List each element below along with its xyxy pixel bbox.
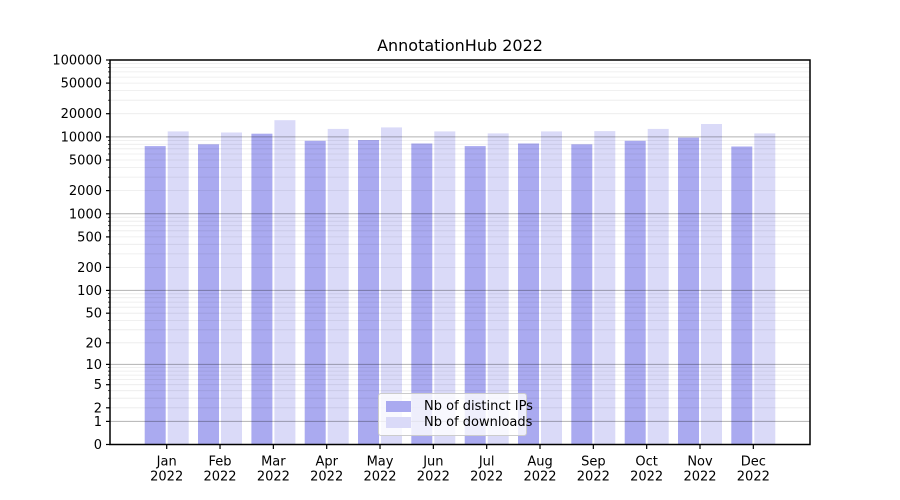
x-tick-label-year: 2022 <box>203 470 236 485</box>
bars <box>144 120 776 445</box>
x-tick-label-month: Aug <box>527 455 552 470</box>
legend-label-distinct-ips: Nb of distinct IPs <box>424 398 533 414</box>
x-tick-label-month: Jan <box>156 455 177 470</box>
chart-title: AnnotationHub 2022 <box>377 36 543 55</box>
bar-downloads <box>221 132 242 445</box>
x-tick-label-year: 2022 <box>737 470 770 485</box>
y-tick-label: 20 <box>85 336 102 351</box>
x-tick-label-year: 2022 <box>417 470 450 485</box>
y-tick-label: 1000 <box>69 207 102 222</box>
x-tick-label-year: 2022 <box>310 470 343 485</box>
x-tick-label-year: 2022 <box>150 470 183 485</box>
x-tick-label-month: Jun <box>422 455 443 470</box>
x-tick-label-month: Apr <box>315 455 338 470</box>
bar-distinct-ips <box>518 143 539 445</box>
y-tick-label: 200 <box>77 261 102 276</box>
y-tick-label: 1 <box>94 415 102 430</box>
x-tick-label-month: Feb <box>209 455 232 470</box>
bar-distinct-ips <box>144 146 166 445</box>
bar-downloads <box>274 120 296 445</box>
y-tick-label: 50 <box>85 307 102 322</box>
y-tick-label: 10000 <box>61 130 102 145</box>
bar-distinct-ips <box>624 140 646 445</box>
x-tick-label-year: 2022 <box>470 470 503 485</box>
bar-downloads <box>381 127 402 445</box>
x-tick-label-year: 2022 <box>630 470 663 485</box>
bar-distinct-ips <box>411 143 433 445</box>
minor-gridlines <box>108 63 810 409</box>
bar-distinct-ips <box>678 137 699 445</box>
bar-downloads <box>647 128 669 445</box>
y-tick-label: 100 <box>77 284 102 299</box>
y-tick-label: 5 <box>94 378 102 393</box>
legend: Nb of distinct IPs Nb of downloads <box>378 393 533 436</box>
legend-item-downloads: Nb of downloads <box>386 415 532 432</box>
x-tick-label-month: Mar <box>261 455 286 470</box>
legend-swatch-distinct-ips <box>386 400 411 412</box>
y-axis: 0 12 5 10 20 50 100 200 500 1000 2000 5000 10000 2000… <box>52 54 110 453</box>
y-tick-label: 5000 <box>69 154 102 169</box>
y-tick-label: 50000 <box>61 77 102 92</box>
x-tick-label-month: Jul <box>478 455 495 470</box>
bar-downloads <box>541 131 562 445</box>
bar-downloads <box>594 131 616 445</box>
y-tick-label: 100000 <box>52 54 102 69</box>
plot-border <box>109 59 811 446</box>
bar-downloads <box>487 133 509 445</box>
x-tick-label-month: Dec <box>741 455 766 470</box>
x-tick-label-year: 2022 <box>577 470 610 485</box>
x-tick-label-month: Sep <box>581 455 606 470</box>
y-tick-label: 2000 <box>69 184 102 199</box>
bar-distinct-ips <box>358 140 379 445</box>
bar-distinct-ips <box>304 140 326 445</box>
bar-downloads <box>701 124 722 445</box>
x-axis: Jan2022Feb2022Mar2022Apr2022May2022Jun20… <box>150 444 770 485</box>
x-tick-label-month: May <box>367 455 394 470</box>
bar-downloads <box>327 128 349 445</box>
bar-downloads <box>167 131 189 445</box>
bar-downloads <box>754 133 776 445</box>
y-tick-label: 500 <box>77 230 102 245</box>
bar-distinct-ips <box>251 133 273 445</box>
x-tick-label-month: Oct <box>635 455 657 470</box>
x-tick-label-year: 2022 <box>683 470 716 485</box>
x-tick-label-year: 2022 <box>363 470 396 485</box>
bar-distinct-ips <box>464 146 486 445</box>
y-tick-label: 2 <box>94 401 102 416</box>
legend-swatch-downloads <box>386 417 411 429</box>
bar-distinct-ips <box>571 144 593 445</box>
bar-distinct-ips <box>198 144 219 445</box>
x-tick-label-year: 2022 <box>523 470 556 485</box>
x-tick-label-year: 2022 <box>257 470 290 485</box>
y-tick-label: 20000 <box>61 107 102 122</box>
y-tick-label: 10 <box>85 358 102 373</box>
x-tick-label-month: Nov <box>687 455 713 470</box>
y-tick-label: 0 <box>94 438 102 453</box>
legend-label-downloads: Nb of downloads <box>424 415 533 431</box>
bar-downloads <box>434 131 456 445</box>
legend-item-distinct-ips: Nb of distinct IPs <box>386 398 533 415</box>
bar-distinct-ips <box>731 146 753 445</box>
major-gridlines <box>110 136 810 422</box>
